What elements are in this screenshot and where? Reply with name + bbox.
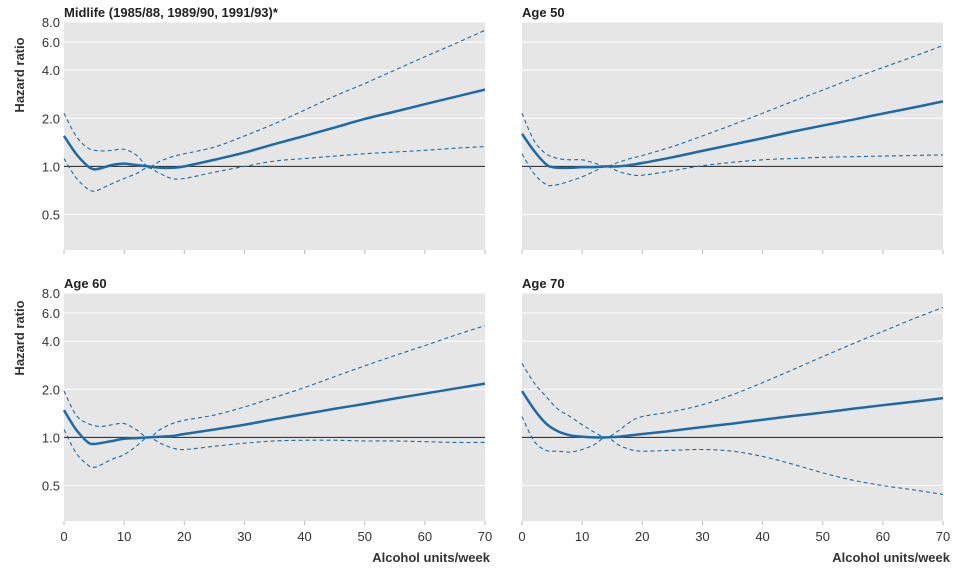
x-tick-label: 30: [695, 529, 709, 544]
hazard-ratio-line: [62, 88, 486, 171]
panel-4: 0 10 20 30 40 50 60 70 Age 70: [518, 276, 950, 544]
y-tick-label: 8.0: [42, 15, 60, 30]
x-tick-label: 20: [635, 529, 649, 544]
y-axis-label-bottom: Hazard ratio: [12, 300, 27, 375]
panel-3: 0 10 20 30 40 50 60 70 0.5 1.0 2.0 4.0 6.0 8.0 Age 60: [42, 276, 492, 544]
panels: 0.5 1.0 2.0 4.0 6.0 8.0 Midlife (1985/88, 1989…: [42, 5, 950, 544]
ci-bound-line: [521, 306, 944, 438]
panel-title: Midlife (1985/88, 1989/90, 1991/93)*: [64, 5, 279, 20]
ci-bound-line: [521, 45, 944, 167]
y-tick-label: 1.0: [42, 159, 60, 174]
x-axis-label-right: Alcohol units/week: [832, 550, 951, 565]
ci-bound-line: [521, 416, 944, 495]
x-tick-label: 10: [575, 529, 589, 544]
y-tick-label: 1.0: [42, 430, 60, 445]
ci-bound-line: [63, 146, 486, 192]
panel-title: Age 60: [64, 276, 107, 291]
panel-1: 0.5 1.0 2.0 4.0 6.0 8.0 Midlife (1985/88, 1989…: [42, 5, 486, 254]
y-axis-label-top: Hazard ratio: [12, 37, 27, 112]
panel-2: Age 50: [520, 5, 944, 254]
y-tick-label: 4.0: [42, 63, 60, 78]
y-tick-label: 0.5: [42, 479, 60, 494]
plot-area: [522, 22, 943, 250]
y-tick-label: 6.0: [42, 306, 60, 321]
y-tick-label: 6.0: [42, 35, 60, 50]
plot-area: [64, 293, 485, 521]
x-tick-label: 50: [357, 529, 371, 544]
y-tick-label: 2.0: [42, 111, 60, 126]
x-tick-label: 60: [876, 529, 890, 544]
ci-bound-line: [521, 153, 944, 187]
hazard-ratio-line: [520, 390, 944, 439]
x-tick-label: 0: [60, 529, 67, 544]
panel-title: Age 70: [522, 276, 565, 291]
x-tick-label: 70: [478, 529, 492, 544]
y-tick-label: 0.5: [42, 208, 60, 223]
x-tick-label: 20: [177, 529, 191, 544]
x-tick-label: 0: [518, 529, 525, 544]
hazard-ratio-line: [62, 382, 486, 446]
x-tick-label: 40: [297, 529, 311, 544]
x-tick-label: 30: [237, 529, 251, 544]
hazard-ratio-line: [520, 100, 944, 170]
x-tick-label: 60: [418, 529, 432, 544]
x-tick-label: 40: [755, 529, 769, 544]
y-tick-label: 8.0: [42, 286, 60, 301]
plot-area: [522, 293, 943, 521]
y-tick-label: 4.0: [42, 334, 60, 349]
x-tick-label: 70: [936, 529, 950, 544]
ci-bound-line: [63, 29, 486, 168]
x-tick-label: 10: [117, 529, 131, 544]
ci-bound-line: [63, 429, 486, 468]
x-axis-label-left: Alcohol units/week: [372, 550, 491, 565]
panel-title: Age 50: [522, 5, 565, 20]
x-tick-label: 50: [815, 529, 829, 544]
plot-area: [64, 22, 485, 250]
ci-bound-line: [63, 325, 486, 438]
y-tick-label: 2.0: [42, 382, 60, 397]
